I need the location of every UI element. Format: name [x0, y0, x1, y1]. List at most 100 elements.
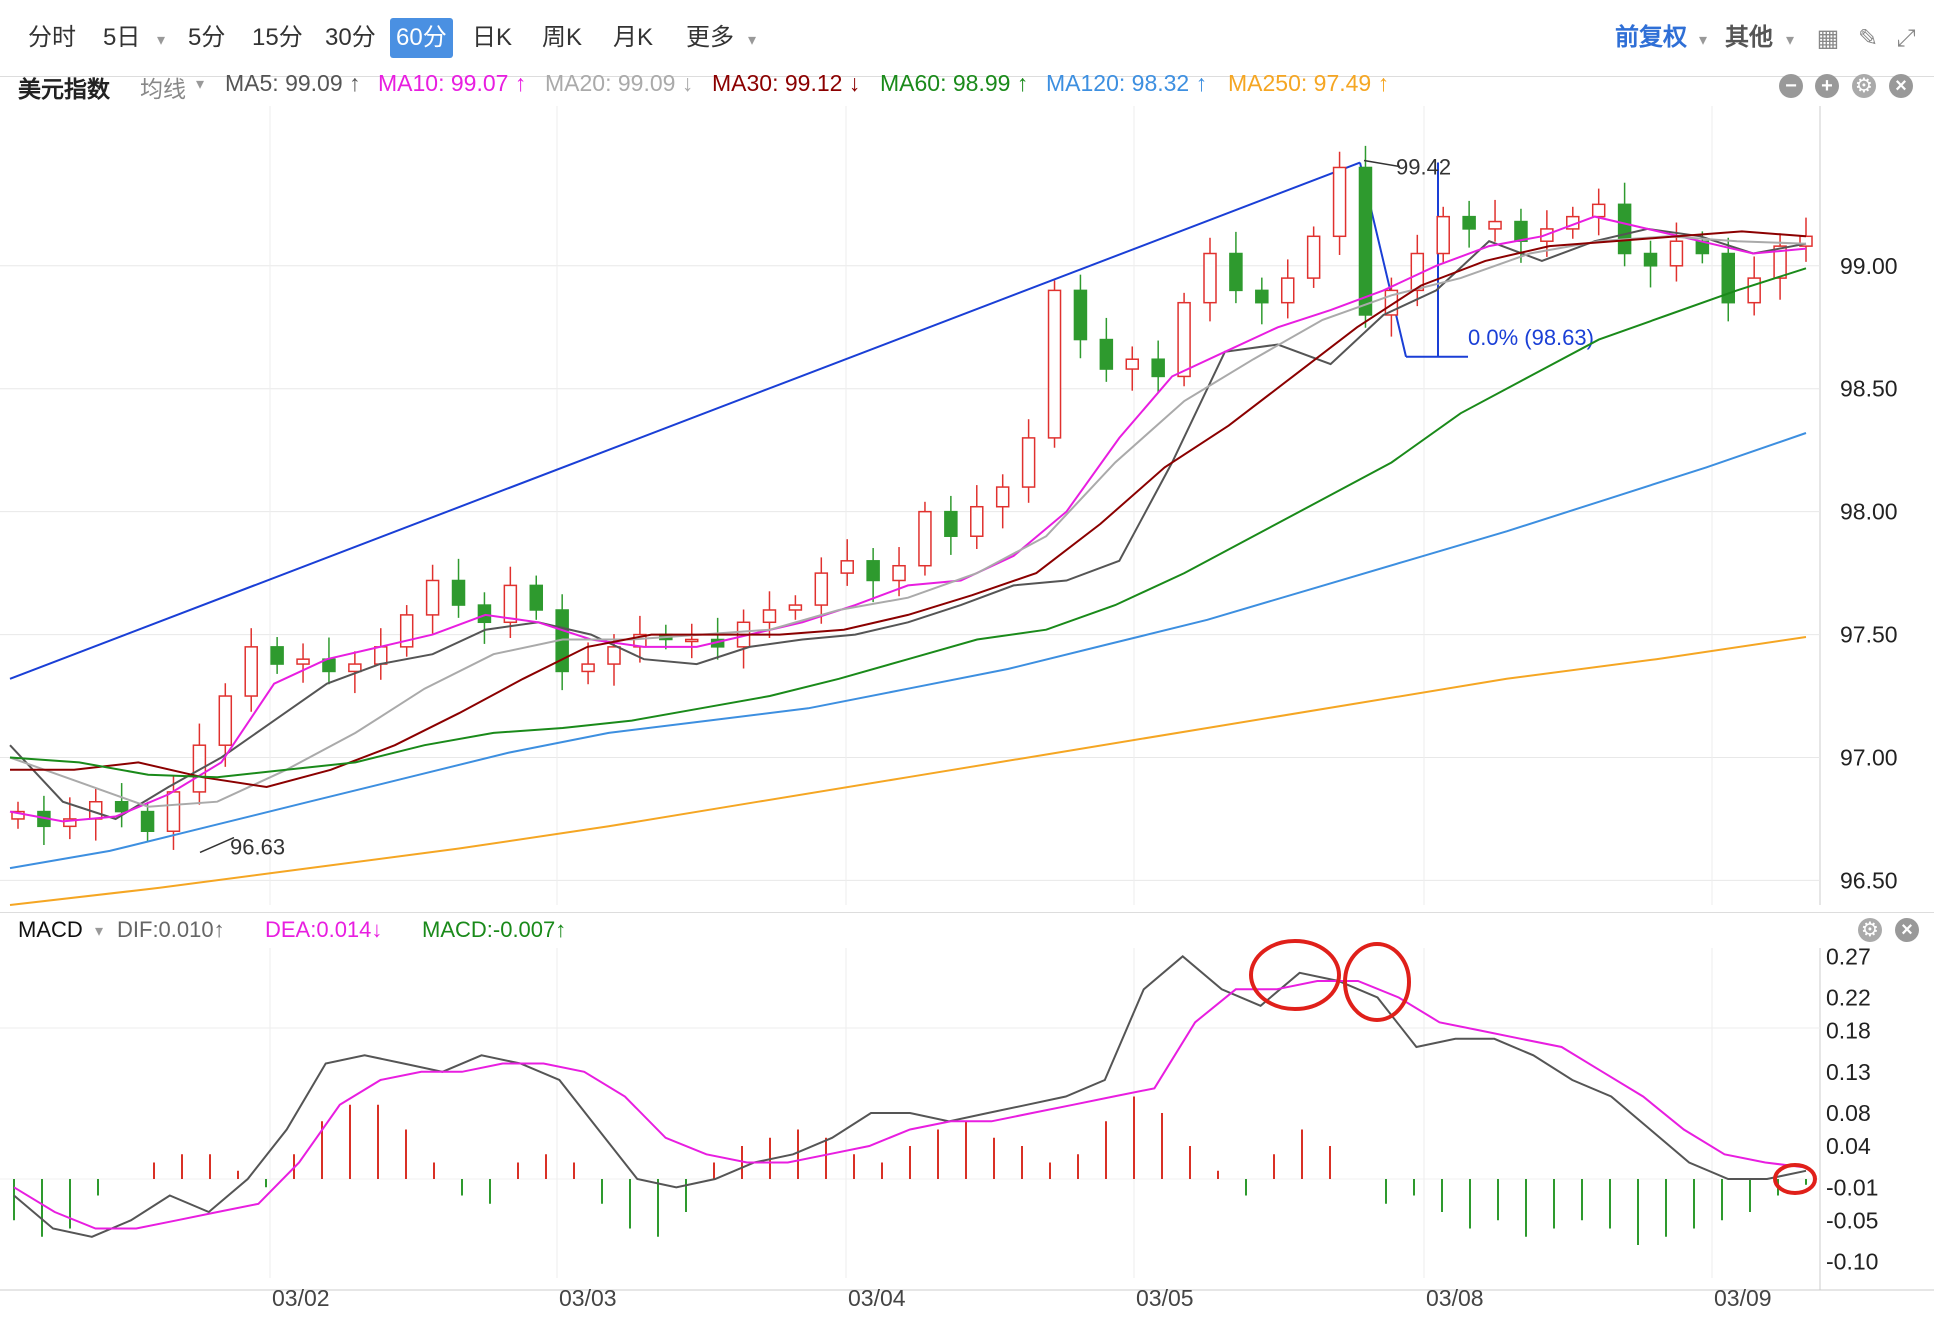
macd-tick-label: 0.04: [1826, 1133, 1871, 1159]
macd-tick-label: 0.27: [1826, 943, 1871, 969]
ma-line-ma20: [9, 235, 1807, 808]
tab-5day[interactable]: 5日: [103, 24, 141, 51]
ma-line-ma60: [9, 267, 1807, 779]
grid-icon[interactable]: ▦: [1816, 25, 1840, 52]
candle-body: [1488, 220, 1502, 230]
candle-body: [1306, 235, 1321, 279]
chevron-down-icon[interactable]: ▾: [748, 32, 757, 49]
candle-body: [399, 614, 414, 648]
ma5-label: MA5: 99.09 ↑: [225, 70, 361, 96]
candle-body: [348, 663, 362, 673]
macd-tick-label: -0.05: [1826, 1207, 1878, 1233]
candle-body: [1177, 301, 1191, 378]
adjust-dropdown[interactable]: 前复权: [1615, 24, 1687, 51]
candle-body: [1358, 166, 1373, 316]
candle-body: [477, 604, 492, 624]
tab-minute[interactable]: 分时: [28, 24, 76, 51]
tab-more[interactable]: 更多: [686, 24, 734, 51]
tab-60min[interactable]: 60分: [390, 18, 453, 58]
candle-body: [1643, 252, 1658, 267]
close-icon[interactable]: ×: [1889, 74, 1913, 98]
candle-body: [892, 564, 906, 582]
fib-label: 0.0% (98.63): [1468, 325, 1594, 350]
candle-body: [63, 818, 77, 828]
draw-icon[interactable]: ✎: [1857, 25, 1879, 52]
high-label: 99.42: [1396, 155, 1451, 180]
candle-body: [995, 486, 1010, 508]
candle-body: [140, 810, 155, 832]
plus-icon[interactable]: +: [1815, 74, 1839, 98]
chevron-down-icon[interactable]: ▾: [1786, 32, 1795, 49]
tab-5min[interactable]: 5分: [188, 24, 226, 51]
fullscreen-icon[interactable]: ⤢: [1896, 25, 1916, 52]
low-arrow: [199, 836, 235, 854]
candle-body: [866, 560, 880, 582]
gear-icon[interactable]: ⚙: [1858, 918, 1882, 942]
tab-monthly[interactable]: 月K: [613, 24, 654, 51]
candle-body: [970, 505, 984, 537]
close-icon[interactable]: ×: [1895, 918, 1919, 942]
tab-30min[interactable]: 30分: [325, 24, 376, 51]
trend-line: [9, 161, 1361, 680]
candle-body: [1151, 358, 1165, 378]
candle-body: [270, 646, 284, 665]
candle-body: [1669, 240, 1684, 267]
chevron-down-icon[interactable]: ▾: [157, 32, 166, 49]
ma120-label: MA120: 98.32 ↑: [1046, 70, 1208, 96]
macd-tick-label: 0.13: [1826, 1059, 1871, 1085]
candle-body: [1773, 245, 1787, 279]
macd-legend: MACD ▾ DIF:0.010↑ DEA:0.014↓ MACD:-0.007…: [0, 912, 1934, 949]
candle-body: [1462, 215, 1476, 230]
chevron-down-icon[interactable]: ▾: [196, 76, 205, 93]
candle-body: [1721, 252, 1736, 304]
gear-icon[interactable]: ⚙: [1852, 74, 1876, 98]
highlight-circle: [1773, 1163, 1817, 1195]
highlight-circle: [1249, 939, 1341, 1011]
highlight-circle: [1343, 942, 1411, 1022]
candle-body: [529, 584, 544, 611]
ma250-label: MA250: 97.49 ↑: [1228, 70, 1390, 96]
ma60-label: MA60: 98.99 ↑: [880, 70, 1029, 96]
candle-body: [607, 646, 621, 665]
other-dropdown[interactable]: 其他: [1725, 24, 1773, 51]
candle-body: [1203, 252, 1217, 304]
line-type-dropdown[interactable]: 均线: [140, 76, 186, 102]
price-tick-label: 98.00: [1840, 499, 1898, 525]
candle-body: [114, 800, 129, 813]
x-tick-label: 03/03: [559, 1285, 617, 1311]
ma-line-ma10: [9, 215, 1807, 823]
candle-body: [244, 646, 258, 697]
candle-body: [944, 510, 958, 537]
candle-body: [1747, 277, 1761, 304]
minus-icon[interactable]: −: [1779, 74, 1803, 98]
tab-15min[interactable]: 15分: [252, 24, 303, 51]
dif-label: DIF:0.010↑: [117, 917, 225, 942]
chevron-down-icon[interactable]: ▾: [1699, 32, 1708, 49]
tab-weekly[interactable]: 周K: [542, 24, 583, 51]
macd-tick-label: -0.01: [1826, 1174, 1878, 1200]
dea-label: DEA:0.014↓: [265, 917, 383, 942]
x-tick-label: 03/02: [272, 1285, 330, 1311]
ma-line-ma250: [9, 636, 1807, 906]
high-arrow: [1363, 159, 1401, 168]
candle-body: [1617, 203, 1632, 255]
candle-body: [581, 663, 595, 673]
candle-body: [1332, 166, 1347, 238]
chevron-down-icon[interactable]: ▾: [95, 923, 104, 940]
macd-line-dif: [13, 954, 1807, 1238]
candle-body: [1073, 289, 1088, 341]
tab-daily[interactable]: 日K: [472, 24, 513, 51]
x-tick-label: 03/05: [1136, 1285, 1194, 1311]
ma-legend: 美元指数 均线 ▾ MA5: 99.09 ↑ MA10: 99.07 ↑ MA2…: [0, 66, 1934, 106]
macd-value-label: MACD:-0.007↑: [422, 917, 567, 942]
candle-body: [684, 638, 699, 643]
candle-body: [218, 695, 233, 746]
ma30-label: MA30: 99.12 ↓: [712, 70, 861, 96]
low-label: 96.63: [230, 834, 285, 859]
candle-body: [1436, 215, 1450, 255]
macd-tick-label: 0.22: [1826, 985, 1871, 1011]
symbol-name: 美元指数: [18, 76, 110, 102]
candle-body: [192, 744, 207, 793]
candle-body: [840, 560, 854, 574]
